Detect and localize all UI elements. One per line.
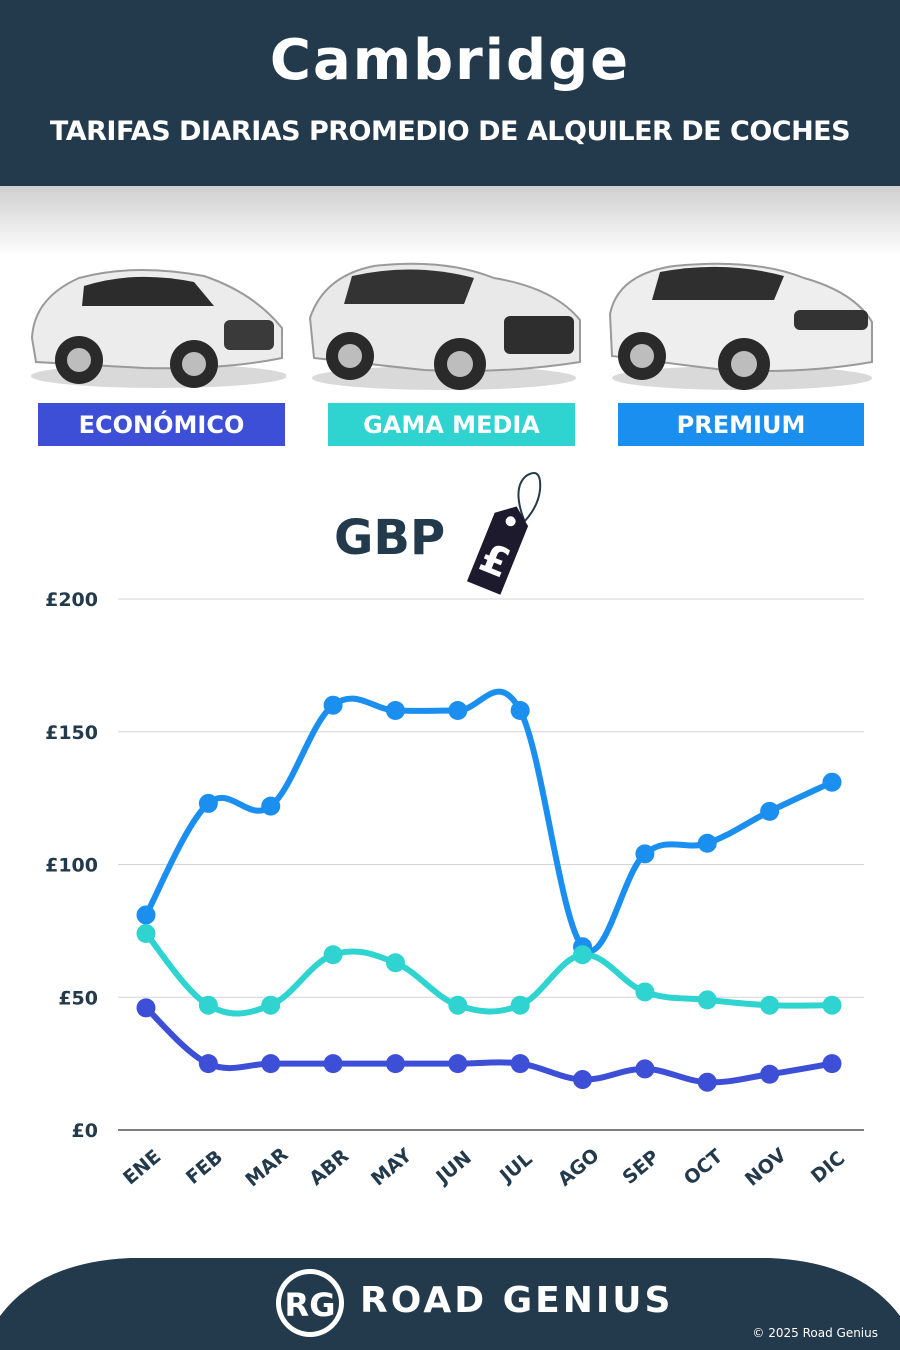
data-point-premium [261, 796, 281, 816]
series-line-premium [143, 688, 835, 954]
x-tick-label: SEP [618, 1146, 663, 1189]
data-point-gama-media [573, 945, 593, 965]
data-point-econ-mico [822, 1054, 842, 1074]
data-point-gama-media [760, 995, 780, 1015]
data-point-econ-mico [261, 1054, 281, 1074]
data-point-gama-media [323, 945, 343, 965]
y-tick-label: £150 [45, 722, 98, 744]
logo-initials: RG [285, 1286, 336, 1324]
x-tick-label: OCT [680, 1145, 727, 1190]
y-tick-label: £50 [58, 987, 98, 1009]
data-point-econ-mico [635, 1059, 655, 1079]
page-subtitle: TARIFAS DIARIAS PROMEDIO DE ALQUILER DE … [49, 116, 851, 147]
x-tick-label: DIC [807, 1147, 849, 1188]
data-point-gama-media [198, 995, 218, 1015]
data-point-premium [697, 833, 717, 853]
data-point-premium [136, 905, 156, 925]
data-point-premium [635, 844, 655, 864]
header-shadow [0, 186, 900, 256]
footer-band: RG [0, 1258, 900, 1350]
data-point-econ-mico [198, 1054, 218, 1074]
x-tick-label: ENE [119, 1146, 165, 1190]
x-tick-label: MAR [241, 1143, 292, 1191]
midsize-car-image [308, 262, 581, 390]
data-point-gama-media [635, 982, 655, 1002]
series-line-econ-mico [143, 1004, 835, 1086]
line-chart: £0 £50 £100 £150 £200 ENE FEB MAR ABR MAY JUN JUL A… [45, 589, 864, 1191]
data-point-premium [822, 772, 842, 792]
series-line-gama-media [143, 930, 835, 1017]
page-title: Cambridge [269, 28, 631, 93]
data-point-econ-mico [385, 1054, 405, 1074]
data-point-gama-media [448, 995, 468, 1015]
data-point-gama-media [385, 953, 405, 973]
economy-car-image [30, 269, 286, 388]
data-point-premium [198, 793, 218, 813]
data-point-gama-media [136, 924, 156, 944]
data-point-econ-mico [760, 1064, 780, 1084]
data-point-gama-media [261, 995, 281, 1015]
x-tick-label: JUN [431, 1147, 476, 1190]
data-point-econ-mico [697, 1072, 717, 1092]
legend-economico: ECONÓMICO [38, 403, 285, 446]
copyright-text: © 2025 Road Genius [752, 1326, 878, 1340]
data-point-econ-mico [136, 998, 156, 1018]
data-point-gama-media [697, 990, 717, 1010]
premium-car-image [608, 262, 873, 390]
x-tick-label: MAY [367, 1144, 416, 1190]
data-point-premium [760, 801, 780, 821]
currency-label: GBP [334, 510, 446, 566]
y-tick-label: £0 [72, 1120, 98, 1142]
data-point-premium [323, 695, 343, 715]
legend-gama-media: GAMA MEDIA [328, 403, 575, 446]
data-point-premium [385, 701, 405, 721]
header-banner [0, 0, 900, 186]
x-tick-label: AGO [554, 1144, 604, 1191]
data-point-econ-mico [323, 1054, 343, 1074]
x-tick-label: NOV [741, 1144, 791, 1191]
x-tick-label: FEB [182, 1146, 227, 1189]
x-tick-label: ABR [305, 1145, 353, 1190]
data-point-econ-mico [573, 1070, 593, 1090]
brand-name: ROAD GENIUS [360, 1280, 674, 1321]
price-tag-icon: £ [466, 472, 542, 595]
y-tick-label: £100 [45, 855, 98, 877]
data-point-econ-mico [510, 1054, 530, 1074]
legend-premium: PREMIUM [618, 403, 864, 446]
y-tick-label: £200 [45, 589, 98, 611]
x-tick-label: JUL [494, 1148, 536, 1188]
data-point-premium [510, 701, 530, 721]
data-point-premium [448, 701, 468, 721]
data-point-econ-mico [448, 1054, 468, 1074]
data-point-gama-media [510, 995, 530, 1015]
data-point-gama-media [822, 995, 842, 1015]
